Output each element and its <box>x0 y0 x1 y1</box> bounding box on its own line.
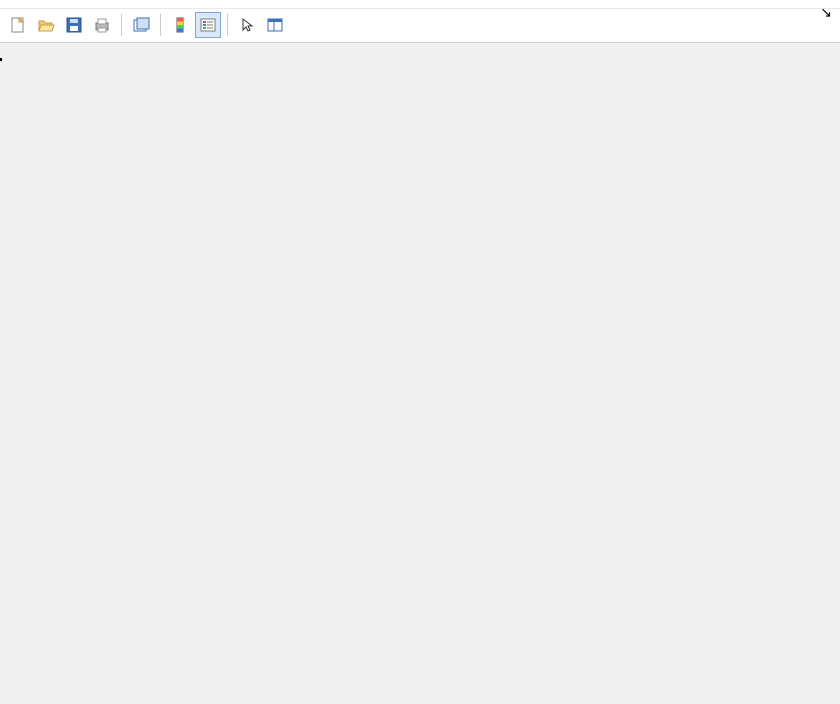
toolbar-separator <box>160 14 161 36</box>
toolbar-separator <box>121 14 122 36</box>
toolbar-separator <box>227 14 228 36</box>
undock-icon[interactable]: ↘ <box>820 4 832 21</box>
pointer-icon[interactable] <box>234 12 260 38</box>
print-icon[interactable] <box>89 12 115 38</box>
figure-area <box>0 58 840 704</box>
colorbar-icon[interactable] <box>167 12 193 38</box>
new-icon[interactable] <box>5 12 31 38</box>
toolbar <box>0 9 840 43</box>
legend-icon[interactable] <box>195 12 221 38</box>
open-icon[interactable] <box>33 12 59 38</box>
copy-figure-icon[interactable] <box>128 12 154 38</box>
line-series <box>1 60 301 210</box>
window-layout-icon[interactable] <box>262 12 288 38</box>
save-icon[interactable] <box>61 12 87 38</box>
plot-axes <box>0 58 2 61</box>
menubar: ↘ <box>0 0 840 9</box>
